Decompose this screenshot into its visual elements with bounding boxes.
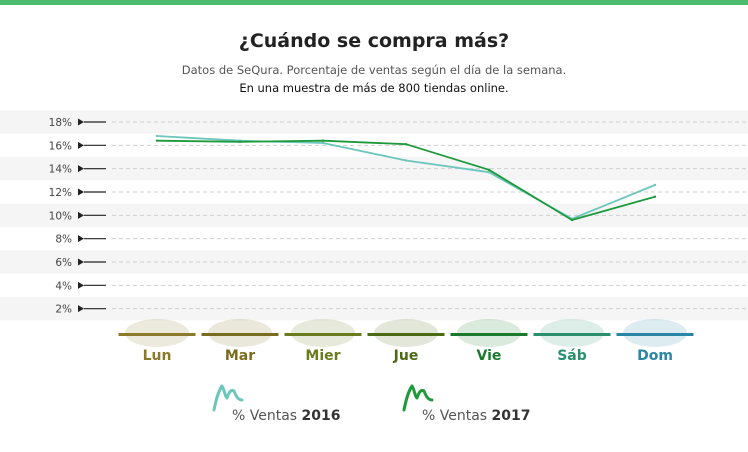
- chart-legend: % Ventas 2016% Ventas 2017: [212, 384, 531, 424]
- x-tick-label: Vie: [477, 348, 502, 364]
- y-tick-arrow: [78, 235, 84, 243]
- y-tick-arrow: [78, 141, 84, 149]
- y-tick-label: 6%: [55, 257, 72, 269]
- x-axis: Lun Mar Mier Jue Vie Sáb Dom: [118, 333, 694, 364]
- x-axis-segment: [533, 333, 611, 336]
- legend-label-2017: % Ventas 2017: [422, 408, 531, 424]
- legend-label-prefix: % Ventas: [232, 408, 302, 424]
- y-tick-label: 4%: [55, 280, 72, 292]
- y-tick-label: 12%: [49, 187, 72, 199]
- series-lines: [155, 134, 657, 222]
- chart-title: ¿Cuándo se compra más?: [238, 30, 510, 52]
- legend-label-prefix: % Ventas: [422, 408, 492, 424]
- y-tick-arrow: [78, 305, 84, 313]
- chart-gridlines: [112, 121, 748, 310]
- y-tick-label: 2%: [55, 304, 72, 316]
- x-tick-label: Sáb: [557, 348, 587, 364]
- x-tick-label: Dom: [637, 348, 673, 364]
- x-axis-segment: [450, 333, 528, 336]
- data-point-2017: [404, 142, 408, 146]
- y-tick-arrow: [78, 118, 84, 126]
- legend-label-year: 2017: [492, 408, 531, 424]
- x-axis-segment: [284, 333, 362, 336]
- x-axis-segment: [616, 333, 694, 336]
- top-accent-bar: [0, 0, 748, 5]
- chart-subtitle-sample: En una muestra de más de 800 tiendas onl…: [239, 81, 509, 95]
- data-point-2016: [321, 141, 325, 145]
- y-tick-label: 8%: [55, 234, 72, 246]
- data-point-2017: [653, 195, 657, 198]
- legend-swatch-2017: [402, 384, 434, 412]
- x-tick-label: Mier: [305, 348, 340, 364]
- data-point-2017: [238, 140, 242, 144]
- legend-label-2016: % Ventas 2016: [232, 408, 341, 424]
- x-tick-label: Jue: [393, 348, 419, 364]
- y-tick-arrow: [78, 281, 84, 289]
- legend-swatch-2016: [212, 384, 244, 412]
- y-tick-label: 10%: [49, 210, 72, 222]
- y-tick-arrow: [78, 258, 84, 266]
- y-tick-label: 18%: [49, 117, 72, 129]
- y-axis: 2% 4% 6% 8% 10% 12% 14% 16% 18%: [49, 117, 106, 316]
- y-tick-arrow: [78, 165, 84, 173]
- data-point-2016: [653, 183, 657, 187]
- x-tick-label: Lun: [143, 348, 172, 364]
- x-axis-segment: [367, 333, 445, 336]
- legend-label-year: 2016: [302, 408, 341, 424]
- x-axis-segment: [201, 333, 279, 336]
- x-tick-label: Mar: [225, 348, 255, 364]
- data-point-2017: [321, 139, 325, 142]
- data-point-2016: [487, 170, 491, 174]
- y-tick-arrow: [78, 188, 84, 196]
- chart-subtitle: Datos de SeQura. Porcentaje de ventas se…: [181, 63, 567, 77]
- data-point-2016: [404, 159, 408, 162]
- data-point-2017: [155, 139, 159, 142]
- data-point-2016: [155, 134, 159, 138]
- y-tick-arrow: [78, 211, 84, 219]
- data-point-2017: [487, 168, 491, 172]
- y-tick-label: 16%: [49, 140, 72, 152]
- x-axis-segment: [118, 333, 196, 336]
- data-point-2017: [570, 218, 574, 222]
- y-tick-label: 14%: [49, 164, 72, 176]
